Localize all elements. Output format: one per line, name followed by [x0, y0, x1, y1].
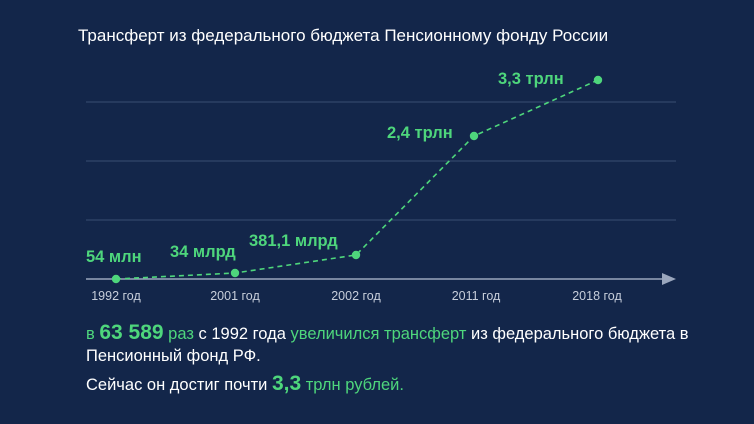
- data-point: [469, 131, 479, 141]
- series-line: [115, 79, 599, 280]
- x-tick-label: 2002 год: [331, 289, 381, 303]
- x-tick-label: 2001 год: [210, 289, 260, 303]
- transfer-series: [111, 75, 603, 284]
- data-point: [230, 268, 240, 278]
- summary-line-1: в 63 589 раз с 1992 года увеличился тран…: [86, 322, 726, 367]
- summary-rest: из федерального бюджета в Пенсионный фон…: [86, 325, 689, 365]
- data-label: 3,3 трлн: [498, 70, 564, 88]
- x-tick-label: 1992 год: [91, 289, 141, 303]
- summary-text: в 63 589 раз с 1992 года увеличился тран…: [86, 322, 726, 396]
- data-point: [111, 274, 121, 284]
- data-label: 34 млрд: [170, 243, 236, 261]
- data-label: 2,4 трлн: [387, 124, 453, 142]
- data-point: [593, 75, 603, 85]
- summary-unit: трлн рублей.: [301, 376, 404, 394]
- summary-prefix: в: [86, 325, 100, 343]
- x-tick-label: 2018 год: [572, 289, 622, 303]
- data-label: 54 млн: [86, 248, 142, 266]
- x-axis-arrow-icon: [662, 273, 676, 285]
- x-tick-label: 2011 год: [452, 289, 501, 303]
- gridlines: [86, 101, 676, 221]
- summary-increased: увеличился трансферт: [290, 325, 467, 343]
- summary-amount: 3,3: [271, 372, 302, 395]
- x-axis: [86, 273, 676, 285]
- summary-times: раз: [163, 325, 194, 343]
- summary-since: с 1992 года: [193, 325, 291, 343]
- chart-title: Трансферт из федерального бюджета Пенсио…: [78, 26, 609, 45]
- x-tick-labels: 1992 год 2001 год 2002 год 2011 год 2018 год: [91, 289, 622, 303]
- summary-now: Сейчас он достиг почти: [86, 376, 272, 394]
- summary-multiplier: 63 589: [99, 321, 164, 344]
- data-label: 381,1 млрд: [249, 232, 338, 250]
- data-point: [351, 250, 361, 260]
- summary-line-2: Сейчас он достиг почти 3,3 трлн рублей.: [86, 373, 726, 396]
- data-labels: 54 млн 34 млрд 381,1 млрд 2,4 трлн 3,3 трлн: [86, 70, 564, 266]
